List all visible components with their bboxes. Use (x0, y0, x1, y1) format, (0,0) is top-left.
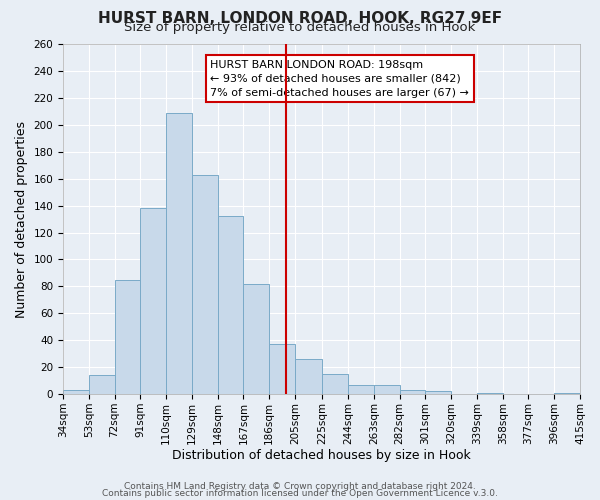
Text: Contains public sector information licensed under the Open Government Licence v.: Contains public sector information licen… (102, 488, 498, 498)
Bar (295, 359, 322, 394)
Bar (218, 216, 244, 394)
Bar (400, 390, 425, 394)
Bar (115, 280, 140, 394)
Bar (374, 385, 400, 394)
Bar (192, 174, 218, 394)
Text: Size of property relative to detached houses in Hook: Size of property relative to detached ho… (124, 22, 476, 35)
Bar (425, 392, 451, 394)
Bar (322, 374, 348, 394)
Bar (89, 376, 115, 394)
Bar (348, 385, 374, 394)
Bar (554, 393, 580, 394)
Text: Contains HM Land Registry data © Crown copyright and database right 2024.: Contains HM Land Registry data © Crown c… (124, 482, 476, 491)
Bar (63, 390, 89, 394)
Bar (140, 208, 166, 394)
X-axis label: Distribution of detached houses by size in Hook: Distribution of detached houses by size … (172, 450, 471, 462)
Text: HURST BARN LONDON ROAD: 198sqm
← 93% of detached houses are smaller (842)
7% of : HURST BARN LONDON ROAD: 198sqm ← 93% of … (211, 60, 469, 98)
Bar (244, 284, 269, 394)
Bar (269, 344, 295, 394)
Y-axis label: Number of detached properties: Number of detached properties (15, 120, 28, 318)
Bar (166, 112, 192, 394)
Bar (477, 393, 503, 394)
Text: HURST BARN, LONDON ROAD, HOOK, RG27 9EF: HURST BARN, LONDON ROAD, HOOK, RG27 9EF (98, 11, 502, 26)
